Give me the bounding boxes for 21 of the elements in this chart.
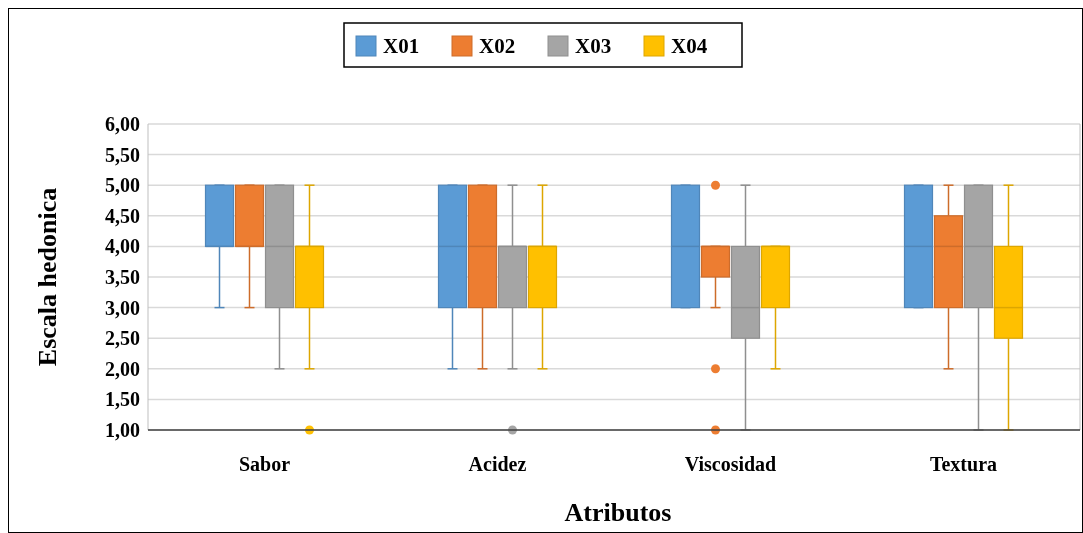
x-axis-title: Atributos xyxy=(564,498,672,527)
y-tick-label: 2,00 xyxy=(105,357,140,380)
x-tick-label: Textura xyxy=(929,453,998,475)
y-tick-label: 1,50 xyxy=(105,388,140,411)
y-tick-label: 6,00 xyxy=(105,113,140,135)
legend-label: X02 xyxy=(479,34,516,59)
y-tick-label: 3,50 xyxy=(105,266,140,288)
y-tick-label: 3,00 xyxy=(105,296,140,319)
y-tick-label: 1,00 xyxy=(105,419,140,441)
x-tick-label: Acidez xyxy=(468,453,527,475)
y-tick-label: 4,50 xyxy=(105,204,140,227)
y-tick-label: 5,50 xyxy=(105,143,140,166)
y-tick-label: 2,50 xyxy=(105,327,140,350)
x-tick-label: Sabor xyxy=(238,453,291,475)
y-tick-label: 5,00 xyxy=(105,174,140,197)
y-tick-label: 4,00 xyxy=(105,235,140,258)
x-tick-label: Viscosidad xyxy=(684,453,777,475)
legend-label: X01 xyxy=(383,34,420,59)
legend-label: X03 xyxy=(575,34,612,59)
y-axis-title: Escala hedonica xyxy=(33,187,62,367)
legend-label: X04 xyxy=(671,34,708,59)
